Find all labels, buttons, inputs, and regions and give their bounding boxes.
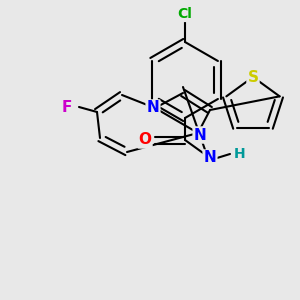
Text: H: H (234, 147, 246, 161)
Text: N: N (147, 100, 159, 116)
Text: S: S (248, 70, 259, 85)
Text: O: O (139, 133, 152, 148)
Text: Cl: Cl (178, 7, 192, 21)
Text: N: N (194, 128, 206, 142)
Text: F: F (62, 100, 72, 115)
Text: N: N (204, 151, 216, 166)
